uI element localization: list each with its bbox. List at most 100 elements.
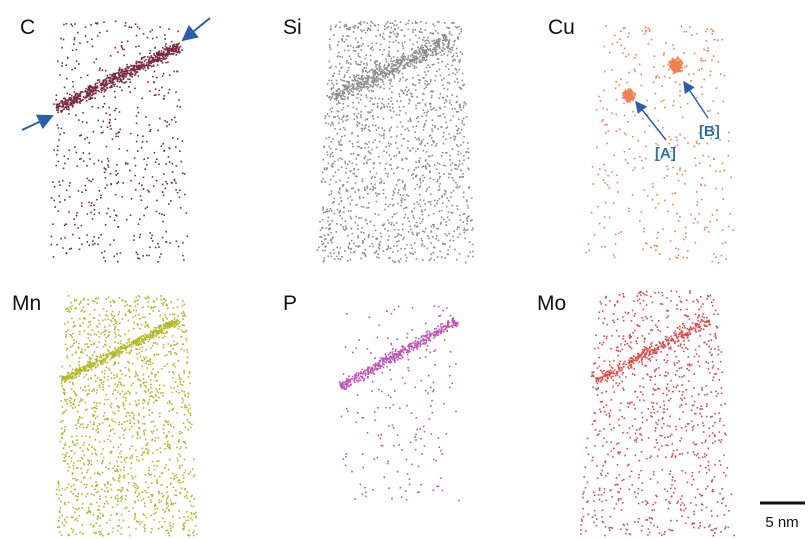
- atom: [344, 128, 346, 131]
- atom: [76, 101, 78, 104]
- atom: [350, 218, 353, 220]
- atom: [623, 93, 626, 96]
- atom: [623, 132, 626, 135]
- atom: [75, 92, 78, 95]
- atom: [444, 116, 446, 118]
- atom: [82, 98, 84, 101]
- atom: [463, 83, 465, 86]
- atom: [445, 37, 447, 39]
- atom: [105, 77, 108, 80]
- atom: [388, 50, 390, 53]
- atom: [414, 20, 416, 23]
- atom: [430, 54, 432, 57]
- atom: [674, 146, 676, 148]
- atom: [121, 498, 123, 500]
- atom: [336, 96, 339, 99]
- atom: [394, 64, 396, 66]
- atom: [400, 248, 402, 250]
- atom: [154, 88, 157, 90]
- atom: [384, 64, 386, 66]
- atom: [611, 43, 614, 45]
- atom: [455, 101, 458, 104]
- atom: [442, 44, 445, 47]
- atom: [168, 443, 171, 446]
- atom: [103, 85, 106, 88]
- atom: [58, 483, 60, 485]
- atom: [676, 139, 678, 142]
- atom: [364, 218, 367, 221]
- atom: [157, 54, 159, 57]
- atom: [100, 453, 103, 455]
- atom: [368, 89, 371, 92]
- atom: [446, 54, 449, 57]
- atom: [136, 323, 139, 325]
- atom: [415, 166, 417, 169]
- atom: [60, 101, 63, 104]
- atom: [721, 229, 724, 231]
- atom: [692, 73, 695, 75]
- atom: [383, 87, 385, 90]
- atom: [354, 182, 357, 184]
- atom: [81, 507, 83, 509]
- atom: [642, 167, 644, 169]
- atom: [64, 398, 66, 401]
- atom: [160, 57, 162, 60]
- atom: [425, 39, 428, 41]
- atom: [422, 218, 424, 220]
- atom: [393, 67, 395, 70]
- atom: [86, 394, 88, 396]
- atom: [444, 233, 447, 235]
- atom: [385, 162, 387, 165]
- atom: [321, 243, 324, 246]
- atom: [75, 214, 78, 217]
- atom: [108, 369, 111, 371]
- atom: [63, 103, 66, 105]
- atom: [398, 93, 400, 95]
- atom: [65, 22, 68, 25]
- atom: [377, 29, 379, 31]
- atom: [332, 155, 334, 158]
- atom: [329, 67, 331, 69]
- atom: [707, 155, 710, 158]
- atom: [103, 95, 105, 98]
- atom: [168, 123, 171, 126]
- atom: [182, 254, 184, 257]
- atom: [374, 72, 377, 75]
- atom: [138, 64, 140, 67]
- atom: [412, 233, 414, 236]
- atom: [605, 25, 607, 27]
- atom: [407, 140, 409, 142]
- atom: [598, 168, 601, 170]
- atom: [72, 344, 74, 347]
- atom: [321, 240, 323, 243]
- atom: [698, 143, 701, 145]
- atom: [397, 42, 400, 44]
- atom: [322, 260, 325, 263]
- atom: [358, 146, 360, 148]
- atom: [135, 34, 138, 37]
- atom: [437, 52, 439, 55]
- atom: [397, 72, 400, 74]
- atom: [84, 409, 87, 411]
- atom: [126, 66, 128, 69]
- atom: [625, 133, 627, 136]
- atom: [149, 232, 152, 234]
- atom: [631, 97, 633, 100]
- atom: [62, 106, 64, 108]
- atom: [158, 52, 161, 54]
- atom: [402, 52, 405, 55]
- atom: [373, 162, 376, 164]
- atom: [339, 210, 341, 212]
- atom: [66, 103, 69, 105]
- atom: [88, 142, 90, 144]
- atom: [677, 60, 680, 63]
- atom: [443, 39, 445, 42]
- atom: [624, 90, 627, 93]
- atom: [167, 423, 169, 426]
- atom: [165, 163, 167, 165]
- atom: [361, 86, 363, 89]
- atom: [408, 89, 410, 91]
- atom: [142, 33, 145, 35]
- atom: [146, 62, 148, 64]
- atom: [93, 87, 96, 90]
